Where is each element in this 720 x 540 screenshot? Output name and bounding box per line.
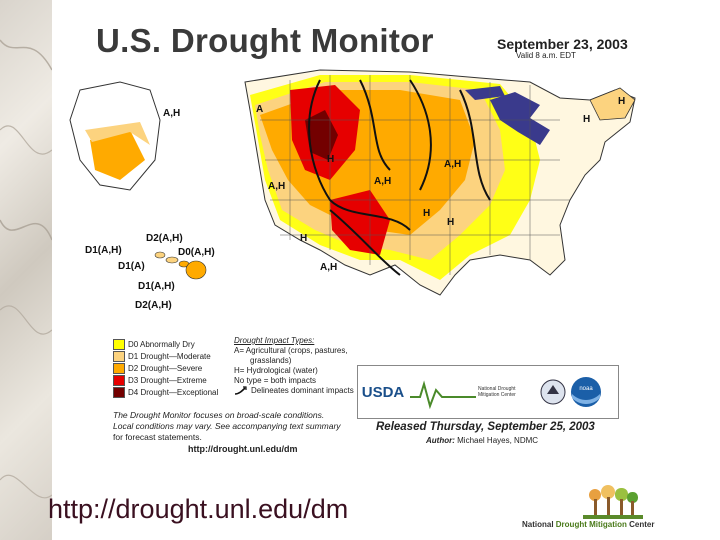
label-west-ah: A,H xyxy=(268,181,286,192)
impact-a: A= Agricultural (crops, pastures, xyxy=(234,346,348,355)
impact-none: No type = both impacts xyxy=(234,376,317,385)
drought-legend: D0 Abnormally Dry D1 Drought—Moderate D2… xyxy=(113,338,218,398)
map-url: http://drought.unl.edu/dm xyxy=(188,444,298,454)
label-nw-a: A xyxy=(256,104,264,115)
label-sw-ah: A,H xyxy=(320,262,338,273)
impact-arrow-row: Delineates dominant impacts xyxy=(234,386,354,396)
usda-logo: USDA xyxy=(361,383,405,401)
footer-url[interactable]: http://drought.unl.edu/dm xyxy=(48,494,349,524)
label-sw-h: H xyxy=(300,233,308,244)
legend-d0: D0 Abnormally Dry xyxy=(113,338,218,350)
hawaii-islands xyxy=(154,251,207,280)
label-ne-h2: H xyxy=(583,114,591,125)
label-hi-d1a: D1(A) xyxy=(118,261,145,272)
ndmc-small-text: National Drought Mitigation Center xyxy=(478,386,516,398)
release-date: Released Thursday, September 25, 2003 xyxy=(376,421,595,433)
legend-d4-swatch xyxy=(113,386,125,398)
noaa-text: noaa xyxy=(579,386,593,392)
legend-d4: D4 Drought—Exceptional xyxy=(113,386,218,398)
marble-texture-strip xyxy=(0,0,52,540)
noaa-logo: noaa xyxy=(571,377,601,407)
legend-d1: D1 Drought—Moderate xyxy=(113,350,218,362)
label-mw-ah: A,H xyxy=(444,159,462,170)
disclaimer-note: The Drought Monitor focuses on broad-sca… xyxy=(113,410,341,442)
state-lines xyxy=(260,75,570,275)
delineation-arrow-icon xyxy=(234,386,247,395)
label-mt-h: H xyxy=(327,154,335,165)
impact-h: H= Hydrological (water) xyxy=(234,366,318,375)
legend-d0-swatch xyxy=(113,338,125,350)
impact-arrow-text: Delineates dominant impacts xyxy=(251,386,354,395)
label-nw-ah: A,H xyxy=(163,108,181,119)
map-title: U.S. Drought Monitor xyxy=(96,22,434,59)
impact-types: Drought Impact Types: A= Agricultural (c… xyxy=(234,336,354,396)
label-hi-d2ah: D2(A,H) xyxy=(135,300,172,311)
drought-map xyxy=(69,69,636,296)
map-date: September 23, 2003 xyxy=(497,36,628,52)
legend-d2: D2 Drought—Severe xyxy=(113,362,218,374)
lake-superior xyxy=(465,86,505,100)
great-lakes xyxy=(490,92,550,145)
label-central-h2: H xyxy=(447,217,455,228)
label-ak-d2: D2(A,H) xyxy=(146,233,183,244)
legend-d2-swatch xyxy=(113,362,125,374)
ndmc-footer-text: National Drought Mitigation Center xyxy=(522,520,655,529)
label-plains-ah: A,H xyxy=(374,176,392,187)
ndmc-small-logo xyxy=(410,380,476,410)
valid-time: Valid 8 a.m. EDT xyxy=(516,51,576,60)
label-ne-h: H xyxy=(618,96,626,107)
impact-lines xyxy=(308,79,491,276)
new-england xyxy=(589,87,636,121)
marble-veins xyxy=(0,39,52,499)
alaska-d1 xyxy=(85,122,150,145)
label-central-h: H xyxy=(423,208,431,219)
label-hi-d1ah: D1(A,H) xyxy=(138,281,175,292)
alaska-d2 xyxy=(90,130,145,180)
label-ak-d0: D0(A,H) xyxy=(178,247,215,258)
d3-area-south xyxy=(330,190,390,255)
ndmc-tree-logo xyxy=(583,485,643,519)
author-line: Author: Michael Hayes, NDMC xyxy=(426,436,539,445)
legend-d3: D3 Drought—Extreme xyxy=(113,374,218,386)
impact-heading: Drought Impact Types: xyxy=(234,336,315,345)
commerce-seal-icon xyxy=(540,379,566,405)
agency-logos: USDA National Drought Mitigation Center … xyxy=(357,365,619,419)
legend-d3-swatch xyxy=(113,374,125,386)
label-ak-d1: D1(A,H) xyxy=(85,245,122,256)
impact-a-cont: grasslands) xyxy=(250,356,292,365)
legend-d1-swatch xyxy=(113,350,125,362)
